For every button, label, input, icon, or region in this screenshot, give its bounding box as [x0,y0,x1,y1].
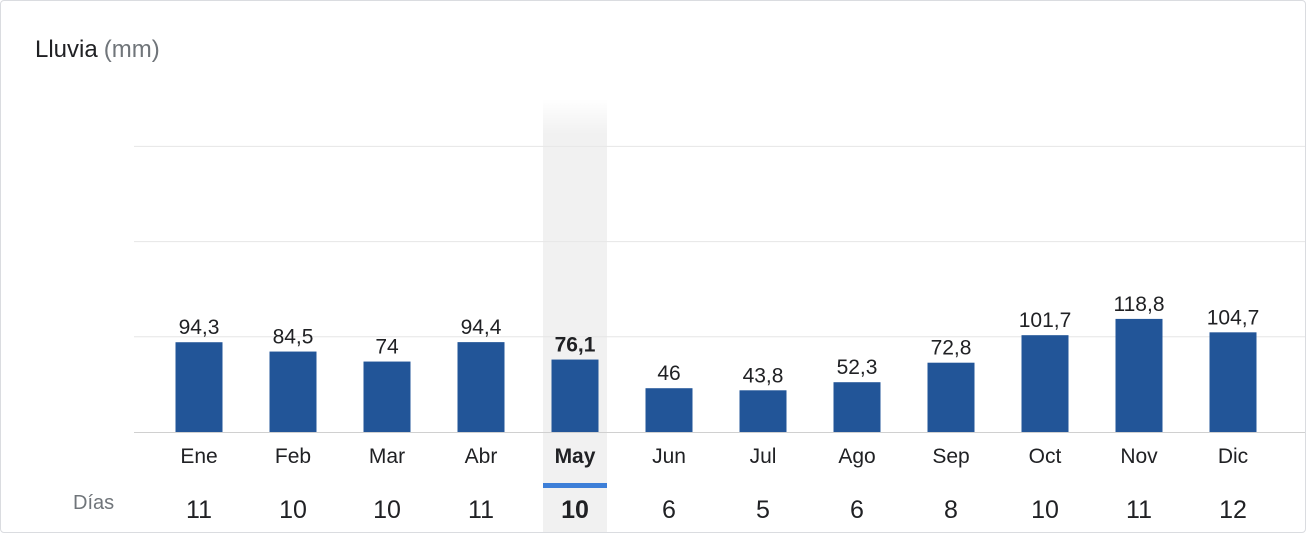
selected-month-indicator [543,483,607,488]
rain-days-value: 10 [1031,496,1059,524]
rain-days-value: 11 [186,496,212,524]
bar-value-label: 52,3 [837,356,878,379]
rain-days-value: 11 [468,496,494,524]
rainfall-bar-feb[interactable] [270,352,317,432]
month-label[interactable]: Sep [932,445,969,468]
rainfall-bar-sep[interactable] [928,363,975,432]
month-label[interactable]: Mar [369,445,405,468]
bar-value-label: 94,3 [179,316,220,339]
rain-days-value: 5 [756,496,770,524]
month-label[interactable]: Oct [1029,445,1062,468]
rainfall-bar-jun[interactable] [646,388,693,432]
days-row-label: Días [73,492,114,515]
bar-value-label: 46 [657,362,680,385]
bar-value-label: 101,7 [1019,309,1072,332]
rainfall-bar-mar[interactable] [364,362,411,432]
month-label[interactable]: Jul [750,445,777,468]
rainfall-bar-nov[interactable] [1116,319,1163,432]
rain-days-value: 11 [1126,496,1152,524]
rain-days-value: 12 [1219,496,1247,524]
rainfall-bar-dic[interactable] [1210,332,1257,432]
rainfall-bar-may[interactable] [552,360,599,432]
rainfall-bar-jul[interactable] [740,390,787,432]
month-label[interactable]: Nov [1120,445,1158,468]
month-label[interactable]: Feb [275,445,311,468]
rainfall-bar-abr[interactable] [458,342,505,432]
bar-value-label: 104,7 [1207,306,1260,329]
rain-days-value: 8 [944,496,958,524]
month-label[interactable]: Jun [652,445,686,468]
rainfall-bar-ago[interactable] [834,382,881,432]
month-label[interactable]: May [555,445,596,468]
bar-value-label: 72,8 [931,337,972,360]
bar-value-label: 94,4 [461,316,502,339]
month-label[interactable]: Dic [1218,445,1248,468]
rain-days-value: 10 [373,496,401,524]
rain-days-value: 10 [279,496,307,524]
month-label[interactable]: Abr [465,445,498,468]
month-label[interactable]: Ene [180,445,217,468]
bar-value-label: 84,5 [273,326,314,349]
bar-value-label: 74 [375,336,399,359]
rain-days-value: 6 [850,496,864,524]
month-label[interactable]: Ago [838,445,875,468]
rainfall-bar-oct[interactable] [1022,335,1069,432]
rainfall-bar-ene[interactable] [176,342,223,432]
rain-days-value: 10 [561,496,589,524]
bar-value-label: 43,8 [743,364,784,387]
bar-value-label: 76,1 [555,334,596,357]
bar-value-label: 118,8 [1114,293,1165,316]
rain-days-value: 6 [662,496,676,524]
